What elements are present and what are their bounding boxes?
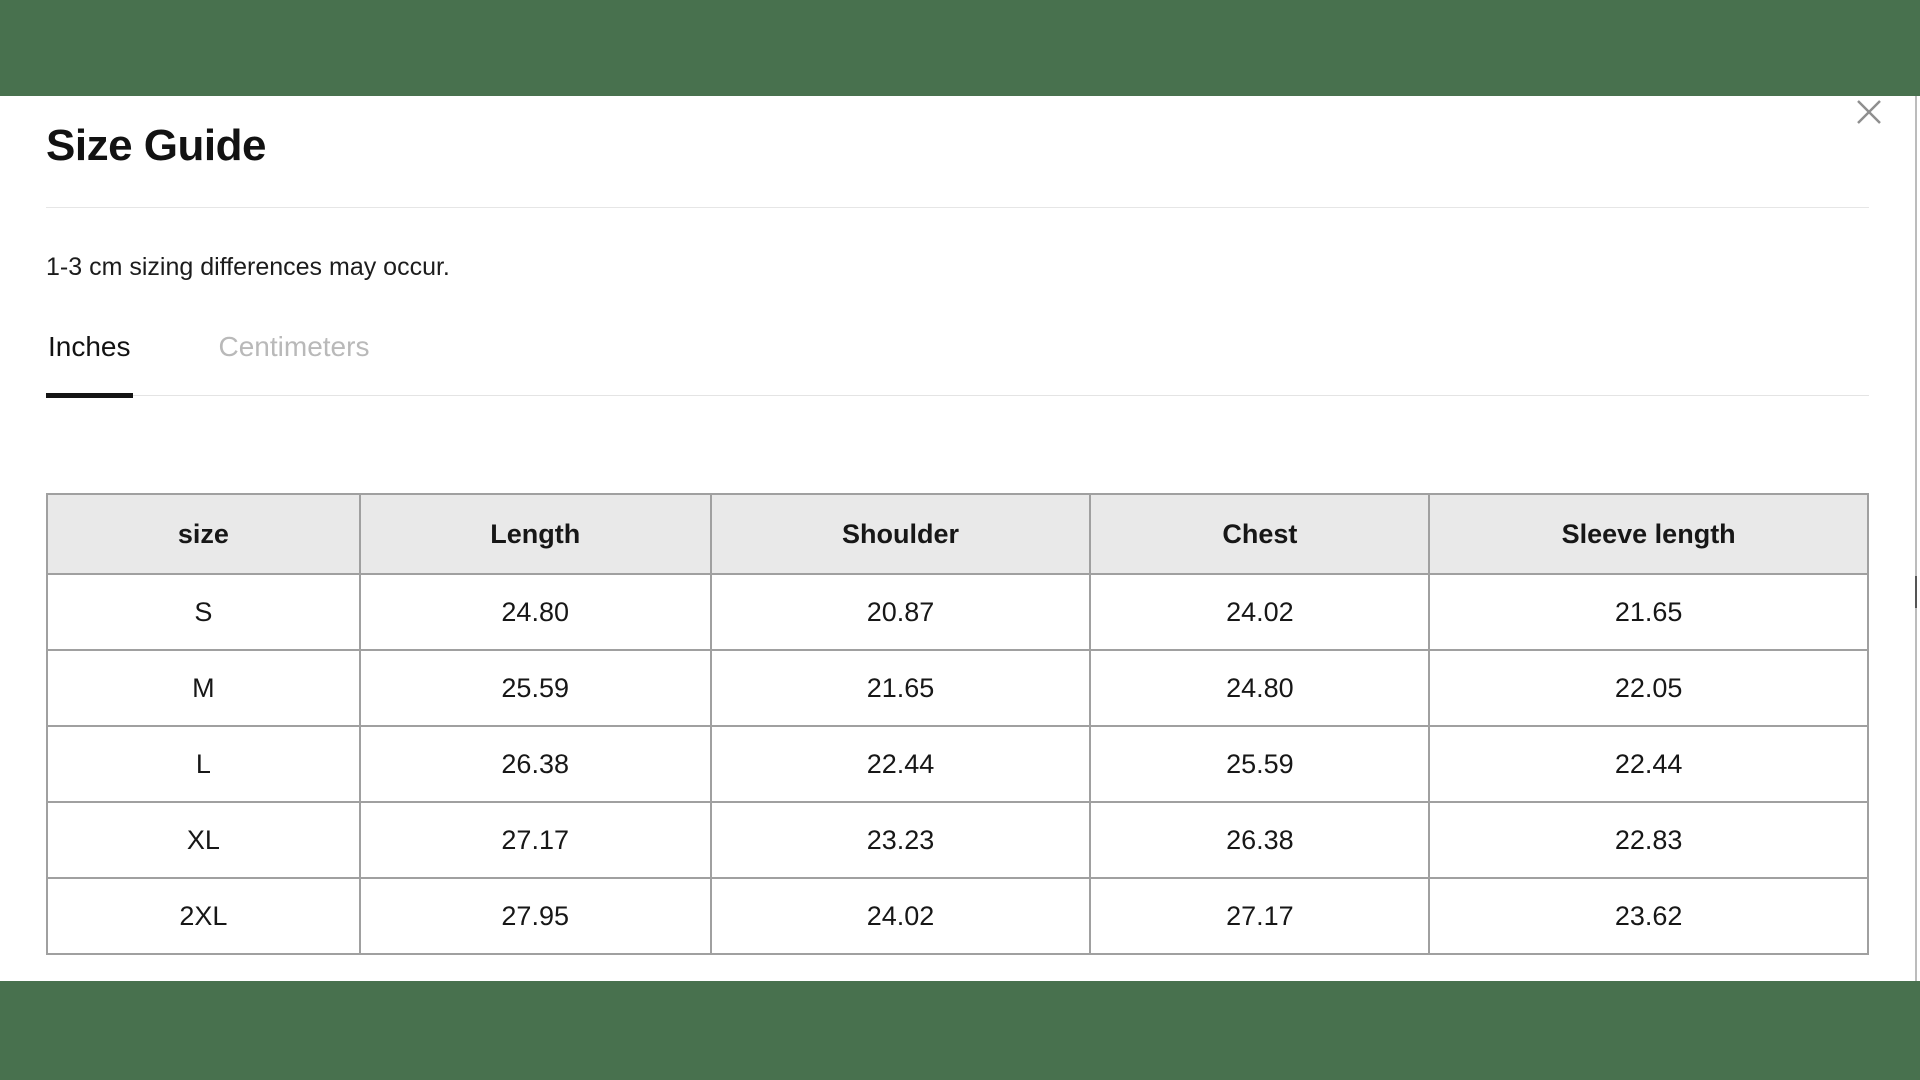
table-row-2xl: 2XL 27.95 24.02 27.17 23.62: [46, 877, 1869, 955]
modal-title: Size Guide: [46, 121, 266, 170]
size-guide-modal: Size Guide 1-3 cm sizing differences may…: [0, 96, 1920, 981]
cell-length: 27.95: [358, 877, 712, 955]
header-size: size: [46, 493, 361, 575]
cell-shoulder: 22.44: [709, 725, 1092, 803]
page-background-bottom: [0, 981, 1920, 1080]
cell-chest: 24.80: [1089, 649, 1431, 727]
cell-length: 27.17: [358, 801, 712, 879]
cell-chest: 27.17: [1089, 877, 1431, 955]
header-chest: Chest: [1089, 493, 1431, 575]
tab-inches[interactable]: Inches: [46, 330, 133, 398]
table-row-s: S 24.80 20.87 24.02 21.65: [46, 573, 1869, 651]
close-button[interactable]: [1854, 97, 1884, 127]
cell-length: 24.80: [358, 573, 712, 651]
page-background-top: [0, 0, 1920, 96]
cell-shoulder: 23.23: [709, 801, 1092, 879]
cell-length: 25.59: [358, 649, 712, 727]
table-row-l: L 26.38 22.44 25.59 22.44: [46, 725, 1869, 803]
cell-chest: 24.02: [1089, 573, 1431, 651]
cell-sleeve: 22.83: [1428, 801, 1869, 879]
cell-size: 2XL: [46, 877, 361, 955]
cell-shoulder: 21.65: [709, 649, 1092, 727]
scrollbar-track[interactable]: [1915, 96, 1917, 981]
table-row-xl: XL 27.17 23.23 26.38 22.83: [46, 801, 1869, 879]
size-table: size Length Shoulder Chest Sleeve length…: [46, 493, 1869, 955]
header-length: Length: [358, 493, 712, 575]
cell-size: XL: [46, 801, 361, 879]
close-icon: [1854, 97, 1884, 127]
table-row-m: M 25.59 21.65 24.80 22.05: [46, 649, 1869, 727]
header-sleeve-length: Sleeve length: [1428, 493, 1869, 575]
cell-chest: 25.59: [1089, 725, 1431, 803]
title-divider: [46, 207, 1869, 208]
sizing-note: 1-3 cm sizing differences may occur.: [46, 253, 450, 281]
cell-sleeve: 22.44: [1428, 725, 1869, 803]
cell-shoulder: 20.87: [709, 573, 1092, 651]
tab-centimeters[interactable]: Centimeters: [217, 330, 372, 398]
cell-sleeve: 21.65: [1428, 573, 1869, 651]
header-shoulder: Shoulder: [709, 493, 1092, 575]
unit-tabs: Inches Centimeters: [46, 330, 1869, 398]
cell-length: 26.38: [358, 725, 712, 803]
scrollbar-thumb[interactable]: [1915, 576, 1917, 608]
cell-size: M: [46, 649, 361, 727]
cell-size: S: [46, 573, 361, 651]
cell-size: L: [46, 725, 361, 803]
cell-sleeve: 23.62: [1428, 877, 1869, 955]
table-header-row: size Length Shoulder Chest Sleeve length: [46, 493, 1869, 575]
cell-chest: 26.38: [1089, 801, 1431, 879]
cell-shoulder: 24.02: [709, 877, 1092, 955]
cell-sleeve: 22.05: [1428, 649, 1869, 727]
